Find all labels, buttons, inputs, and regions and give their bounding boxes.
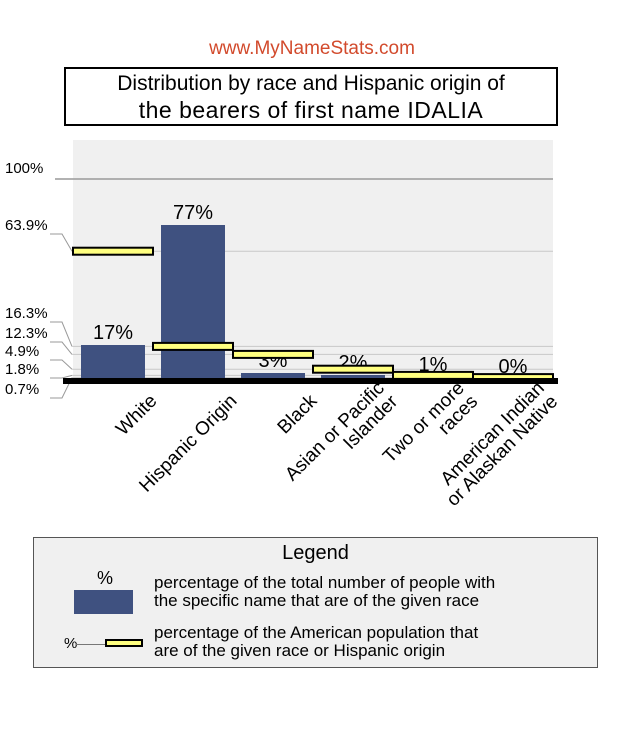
legend-marker-text: percentage of the American population th… (154, 624, 594, 660)
ytick-leader (50, 341, 73, 355)
bar-3 (321, 375, 385, 379)
bar-chart: 100%63.9%16.3%12.3%4.9%1.8%0.7%17%77%3% 2… (5, 140, 562, 511)
ytick-leader (50, 321, 73, 347)
value-label: 77% (173, 202, 213, 224)
legend-title: Legend (282, 542, 349, 564)
ytick-label: 63.9% (5, 217, 48, 234)
ytick-label: 4.9% (5, 343, 39, 360)
legend-bar-text-line-1: percentage of the total number of people… (154, 573, 496, 592)
bar-0 (81, 345, 145, 379)
legend-bar-swatch (74, 590, 133, 614)
bar-2 (241, 373, 305, 379)
bar-1 (161, 225, 225, 379)
population-marker (72, 246, 154, 256)
category-label-line: Black (274, 390, 322, 438)
category-label: White (112, 391, 161, 440)
legend-marker-symbol: % (64, 635, 78, 652)
population-marker (152, 341, 234, 351)
population-marker (392, 370, 474, 380)
population-marker (312, 364, 394, 374)
value-label: 1% (419, 354, 448, 376)
legend: Legend % percentage of the total number … (33, 537, 598, 668)
ytick-leader (50, 374, 73, 379)
category-label-line: White (112, 391, 161, 440)
legend-bar-text: percentage of the total number of people… (154, 574, 594, 610)
ytick-leader (50, 233, 73, 252)
plot-area (73, 140, 553, 379)
ytick-leader (50, 359, 73, 370)
chart-title: Distribution by race and Hispanic origin… (64, 67, 558, 126)
value-label: 0% (499, 356, 528, 378)
population-marker (232, 349, 314, 359)
legend-bar-symbol: % (97, 568, 114, 588)
value-label: 17% (93, 322, 133, 344)
ytick-label: 12.3% (5, 325, 48, 342)
legend-marker-text-line-2: are of the given race or Hispanic origin (154, 641, 446, 660)
ytick-leader (50, 377, 73, 399)
chart-title-line-1: Distribution by race and Hispanic origin… (117, 72, 505, 95)
legend-marker-swatch (105, 639, 143, 647)
legend-marker-text-line-1: percentage of the American population th… (154, 623, 479, 642)
legend-bar-text-line-2: the specific name that are of the given … (154, 591, 480, 610)
site-label[interactable]: www.MyNameStats.com (209, 38, 415, 59)
legend-marker-leader (76, 644, 106, 645)
x-axis-baseline (63, 378, 558, 384)
category-label: Asian or PacificIslander (281, 377, 402, 498)
ytick-label: 100% (5, 160, 43, 177)
ytick-label: 16.3% (5, 305, 48, 322)
chart-title-line-2: the bearers of first name IDALIA (138, 97, 484, 123)
category-label: Black (274, 390, 322, 438)
ytick-label: 0.7% (5, 381, 39, 398)
ytick-label: 1.8% (5, 361, 39, 378)
